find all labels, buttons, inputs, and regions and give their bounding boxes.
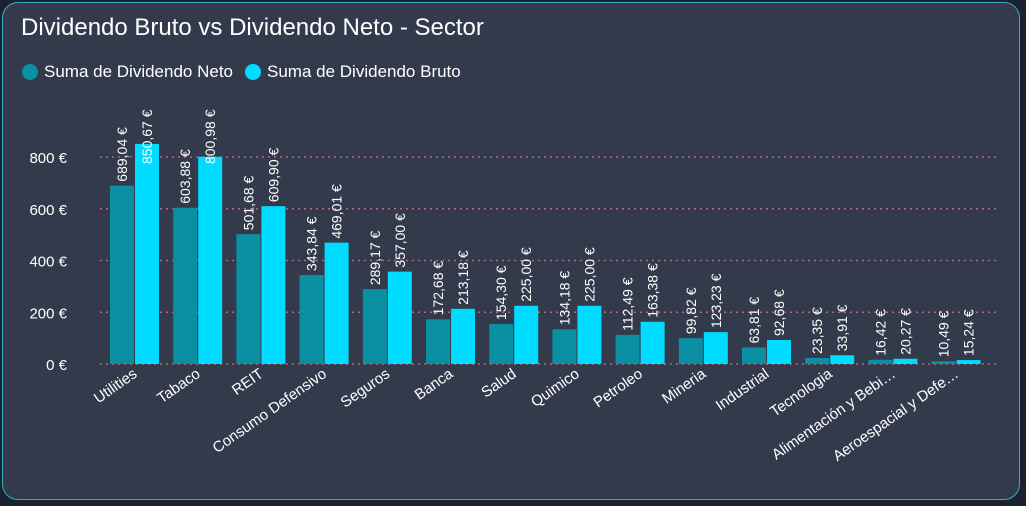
bar-neto — [489, 324, 514, 364]
bar-bruto — [514, 305, 539, 364]
x-tick-label: Utilities — [91, 365, 140, 407]
x-tick-label: Banca — [412, 365, 457, 404]
bar-neto — [615, 334, 640, 364]
x-tick-label: Seguros — [338, 365, 394, 411]
legend-marker-neto — [22, 64, 38, 80]
bar-bruto — [261, 206, 286, 364]
bar-neto — [931, 361, 956, 364]
legend-item-neto[interactable]: Suma de Dividendo Neto — [22, 62, 233, 82]
bar-bruto — [893, 358, 918, 364]
bar-bruto — [703, 332, 728, 364]
data-label-neto: 112,49 € — [620, 277, 636, 331]
data-label-bruto: 469,01 € — [329, 184, 345, 239]
data-label-neto: 134,18 € — [556, 271, 572, 326]
data-label-neto: 172,68 € — [430, 261, 446, 316]
bar-neto — [552, 329, 577, 364]
x-tick-label: Industrial — [713, 365, 773, 414]
data-label-bruto: 609,90 € — [265, 147, 281, 202]
bar-bruto — [387, 271, 412, 364]
data-label-neto: 689,04 € — [114, 127, 130, 182]
y-tick-label: 600 € — [29, 202, 67, 219]
bar-bruto — [640, 321, 665, 364]
bar-bruto — [198, 156, 223, 364]
chart-card — [2, 2, 1020, 500]
y-tick-label: 400 € — [29, 254, 67, 271]
data-label-neto: 603,88 € — [177, 149, 193, 204]
x-tick-label: Petroleo — [590, 365, 646, 411]
x-tick-label: REIT — [229, 365, 267, 399]
bar-neto — [362, 289, 387, 364]
data-label-bruto: 15,24 € — [961, 309, 977, 356]
data-label-neto: 16,42 € — [872, 309, 888, 356]
bar-neto — [742, 347, 766, 364]
data-label-bruto: 123,23 € — [708, 273, 724, 328]
legend: Suma de Dividendo Neto Suma de Dividendo… — [22, 62, 461, 82]
legend-label-neto: Suma de Dividendo Neto — [44, 62, 234, 81]
x-tick-label: Quimico — [528, 365, 583, 410]
data-label-bruto: 357,00 € — [392, 213, 408, 268]
data-label-bruto: 33,91 € — [834, 304, 850, 351]
data-label-neto: 63,81 € — [746, 297, 762, 344]
bar-bruto — [577, 305, 602, 364]
x-tick-label: Tabaco — [154, 365, 203, 407]
bar-neto — [868, 359, 893, 364]
data-label-bruto: 800,98 € — [202, 109, 218, 164]
x-tick-label: Mineria — [659, 365, 710, 408]
y-tick-label: 0 € — [46, 357, 68, 374]
bar-neto — [299, 275, 324, 364]
bar-bruto — [767, 340, 791, 364]
bar-bruto — [830, 355, 855, 364]
data-label-bruto: 163,38 € — [645, 263, 661, 318]
data-label-bruto: 213,18 € — [455, 250, 471, 305]
bar-neto — [426, 319, 450, 364]
legend-marker-bruto — [245, 64, 262, 80]
chart-title: Dividendo Bruto vs Dividendo Neto - Sect… — [21, 14, 484, 41]
bar-neto — [678, 338, 703, 364]
data-label-neto: 99,82 € — [683, 287, 699, 334]
bar-bruto — [956, 360, 981, 364]
bar-neto — [173, 207, 198, 364]
y-tick-label: 800 € — [29, 150, 67, 167]
y-tick-label: 200 € — [29, 305, 67, 322]
x-tick-label: Salud — [478, 365, 519, 401]
x-tick-label: Consumo Defensivo — [209, 365, 329, 456]
bar-neto — [110, 185, 134, 364]
data-label-neto: 501,68 € — [240, 175, 256, 230]
bar-neto — [236, 234, 261, 364]
data-label-bruto: 225,00 € — [518, 247, 534, 302]
data-label-neto: 289,17 € — [367, 230, 383, 285]
bar-bruto — [451, 308, 475, 364]
data-label-neto: 343,84 € — [304, 216, 320, 271]
legend-item-bruto[interactable]: Suma de Dividendo Bruto — [245, 62, 461, 82]
legend-label-bruto: Suma de Dividendo Bruto — [267, 62, 461, 81]
bar-bruto — [135, 143, 159, 364]
data-label-bruto: 850,67 € — [139, 109, 155, 164]
data-label-bruto: 20,27 € — [897, 308, 913, 355]
data-label-neto: 154,30 € — [493, 265, 509, 320]
data-label-bruto: 225,00 € — [581, 247, 597, 302]
data-label-neto: 23,35 € — [809, 307, 825, 354]
bar-bruto — [324, 242, 349, 364]
data-label-bruto: 92,68 € — [771, 289, 787, 336]
data-label-neto: 10,49 € — [936, 310, 952, 357]
bar-neto — [805, 357, 830, 364]
